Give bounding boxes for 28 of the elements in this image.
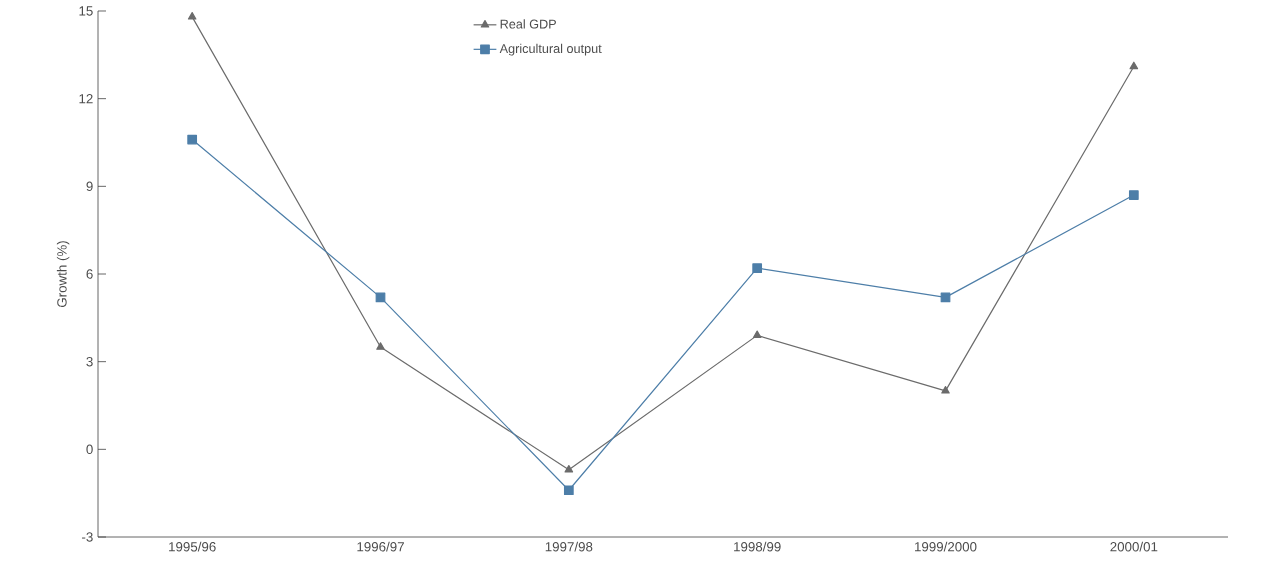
point [1128,190,1139,200]
y-tick-label: 0 [86,444,93,455]
point [752,330,762,339]
y-tick-label: 3 [86,356,93,367]
x-tick-label: 1996/97 [357,541,404,552]
point [187,134,198,145]
x-tick-label: 1998/99 [734,541,781,552]
y-tick-label: 9 [86,181,93,192]
y-tick-label: 15 [79,6,93,16]
point [376,342,385,350]
y-tick-label: -3 [82,532,93,542]
point [564,464,574,473]
y-tick-label: 12 [79,94,93,104]
point [941,386,950,394]
legend-label: Real GDP [500,19,556,29]
point [187,11,197,20]
x-tick-label: 1995/96 [169,541,216,552]
y-axis-title: Growth (%) [56,241,70,308]
x-tick-label: 1999/2000 [915,541,977,552]
point [940,292,951,303]
x-tick-label: 1997/98 [545,541,593,552]
point [752,263,763,274]
point [563,485,574,496]
y-tick-label: 6 [86,269,93,279]
point [1129,61,1139,70]
legend-label: Agricultural output [499,43,602,56]
point [375,292,386,303]
x-tick-label: 2000/01 [1110,541,1158,552]
